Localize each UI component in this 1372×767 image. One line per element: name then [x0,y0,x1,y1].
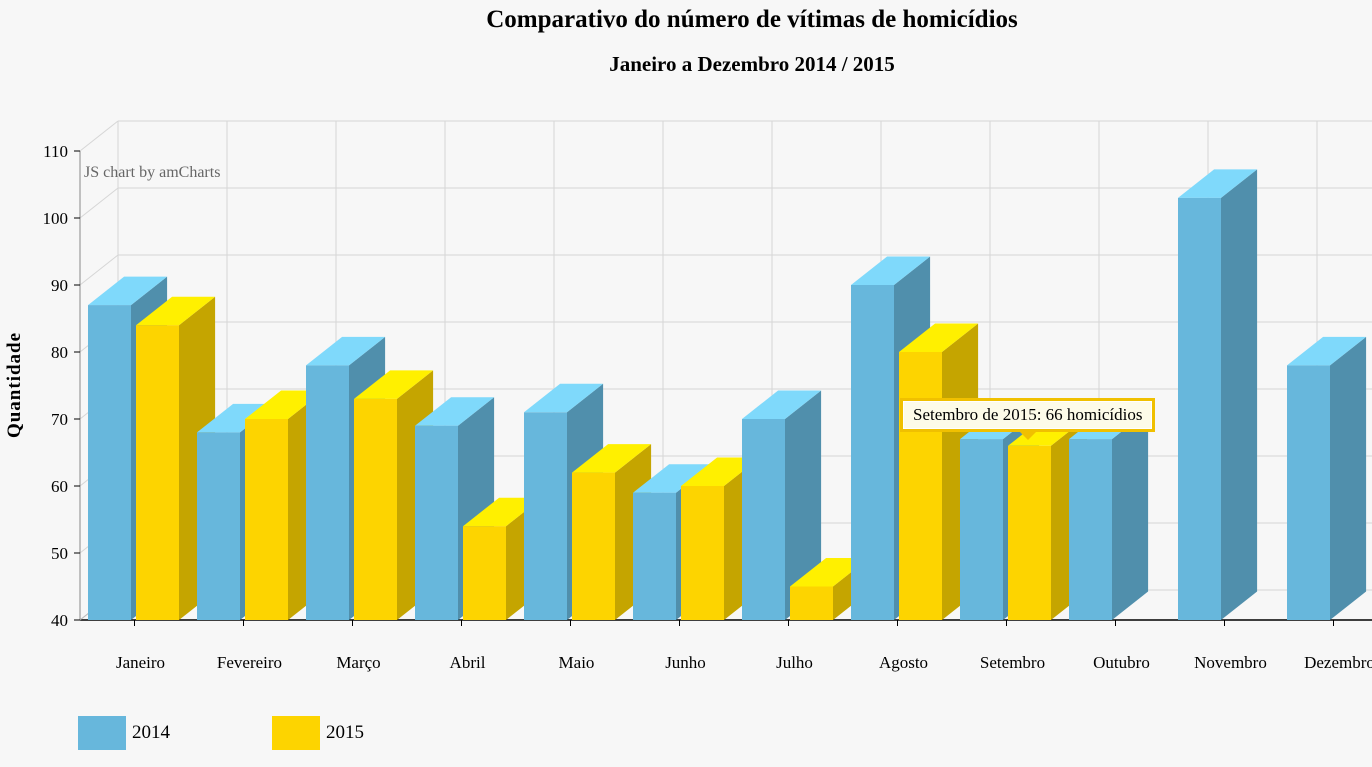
x-tick-label: Março [336,653,380,672]
x-tick-label: Setembro [980,653,1045,672]
bar-top-2015 [354,370,434,399]
bar-top-2014 [306,336,386,366]
bar-top-2015 [245,390,325,419]
y-tick-label: 40 [51,611,68,630]
bar-top-2014 [633,464,713,493]
bar-2014-novembro [1178,197,1221,620]
x-tick-label: Maio [559,653,595,672]
bar-2015-julho [790,586,833,620]
amcharts-credit[interactable]: JS chart by amCharts [84,164,221,181]
bar-top-2014 [851,256,931,285]
bar-top-2015 [790,558,870,587]
x-tick-label: Novembro [1194,653,1267,672]
bar-top-2014 [742,390,822,419]
bar-side-2014 [1112,410,1149,620]
y-tick-label: 100 [43,209,69,228]
bar-2015-setembro [1008,445,1051,620]
bar-2015-fevereiro [245,419,288,620]
bar-2015-agosto [899,352,942,620]
bar-2014-outubro [1069,439,1112,620]
y-tick-label: 110 [43,142,68,161]
x-tick-label: Abril [450,653,486,672]
bar-top-2014 [1178,169,1258,198]
bar-top-2014 [1287,336,1367,366]
grid-depth-line [79,120,119,152]
legend-label-2015: 2015 [326,722,364,743]
bar-top-2015 [681,457,761,486]
chart-title: Comparativo do número de vítimas de homi… [486,6,1018,33]
bar-side-2014 [1221,169,1258,620]
bar-2014-dezembro [1287,365,1330,620]
x-tick-label: Dezembro [1304,653,1372,672]
y-tick-label: 90 [51,276,68,295]
bar-2014-junho [633,492,676,620]
bar-top-2014 [524,383,604,413]
legend-label-2014: 2014 [132,722,170,743]
bar-top-2015 [136,296,216,326]
bar-2014-julho [742,419,785,620]
bar-2014-janeiro [88,305,131,620]
x-tick-label: Junho [665,653,706,672]
bar-2015-março [354,398,397,620]
bar-top-2015 [463,497,543,527]
bar-tooltip: Setembro de 2015: 66 homicídios [900,398,1156,440]
bar-2015-abril [463,526,506,620]
bar-2015-junho [681,486,724,620]
x-tick-label: Fevereiro [217,653,282,672]
grid-depth-line [79,187,119,219]
y-tick-label: 70 [51,410,68,429]
bar-side-2014 [785,390,822,620]
bar-top-2015 [899,323,979,352]
bar-2015-janeiro [136,325,179,620]
bar-2015-maio [572,472,615,620]
legend-item-2014[interactable]: 2014 [78,716,170,750]
x-tick-label: Janeiro [116,653,165,672]
bar-2014-agosto [851,285,894,620]
grid-depth-line [79,254,119,286]
bar-2014-setembro [960,439,1003,620]
bar-side-2014 [1330,336,1367,620]
x-tick-label: Julho [776,653,813,672]
bar-top-2015 [572,444,652,473]
x-tick-label: Outubro [1093,653,1150,672]
legend-swatch-2014 [78,716,126,750]
bar-2014-abril [415,425,458,620]
bar-2014-fevereiro [197,432,240,620]
legend-item-2015[interactable]: 2015 [272,716,364,750]
bar-top-2014 [415,397,495,426]
x-tick-label: Agosto [879,653,928,672]
y-axis-title: Quantidade [4,332,25,438]
y-tick-label: 50 [51,544,68,563]
bar-2014-março [306,365,349,620]
legend-swatch-2015 [272,716,320,750]
y-tick-label: 80 [51,343,68,362]
chart-subtitle: Janeiro a Dezembro 2014 / 2015 [609,52,895,76]
bar-top-2014 [88,276,168,306]
bar-2014-maio [524,412,567,620]
y-tick-label: 60 [51,477,68,496]
